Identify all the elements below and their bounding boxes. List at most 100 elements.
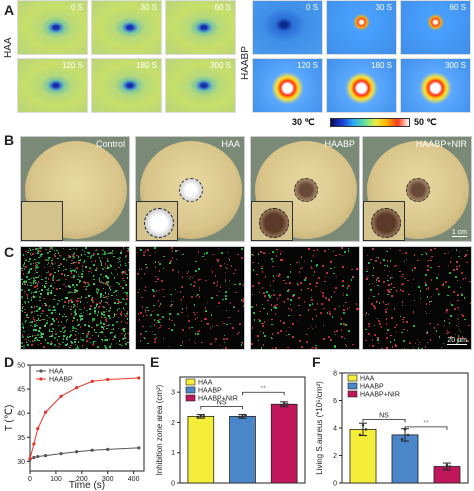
haabp-thermal-image: 60 S <box>400 0 471 55</box>
y-tick-label: 8 <box>333 371 337 378</box>
plate-title: HAA <box>221 139 240 149</box>
plate-title: Control <box>95 139 125 149</box>
series-line <box>29 377 139 459</box>
haabp-thermal-image: 180 S <box>326 58 397 113</box>
significance-bracket <box>242 391 285 396</box>
bar <box>229 415 256 484</box>
replicate-point <box>196 415 200 419</box>
y-tick-label: 0 <box>333 481 337 488</box>
haabp-thermal-image: 0 S <box>252 0 323 55</box>
replicate-point <box>406 433 410 437</box>
x-tick-label: 400 <box>128 476 140 483</box>
panel-label-c: C <box>4 244 15 260</box>
haa-thermal-image: 0 S <box>17 0 88 55</box>
data-point <box>43 453 48 458</box>
y-tick-label: 50 <box>17 363 25 370</box>
haa-time-label: 120 S <box>62 61 83 70</box>
panel-label-d: D <box>4 354 15 370</box>
legend-label: HAA <box>198 380 213 387</box>
fluorescence-image: 20 μm <box>362 246 472 350</box>
inhibition-zone <box>294 178 318 202</box>
haabp-time-label: 120 S <box>297 61 318 70</box>
panel-label-e: E <box>150 354 160 370</box>
replicate-point <box>364 428 368 431</box>
y-tick-label: 6 <box>333 398 337 405</box>
data-point <box>36 454 40 459</box>
legend-swatch <box>185 394 196 402</box>
haa-thermal-image: 300 S <box>165 58 236 113</box>
haa-time-label: 30 S <box>140 3 157 12</box>
data-point <box>137 446 141 450</box>
data-point <box>75 450 79 454</box>
haa-thermal-image: 180 S <box>91 58 162 113</box>
haa-time-label: 300 S <box>210 61 231 70</box>
bar <box>270 403 298 484</box>
legend-swatch <box>347 382 358 390</box>
y-axis-label: Inhibition zone area (cm²) <box>155 384 164 475</box>
replicate-point <box>400 437 404 441</box>
data-point <box>36 427 40 431</box>
y-tick-label: 3 <box>171 390 175 397</box>
replicate-point <box>202 415 206 418</box>
data-point <box>43 410 48 414</box>
replicate-point <box>448 465 452 468</box>
haabp-time-label: 30 S <box>375 3 392 12</box>
replicate-point <box>199 414 203 418</box>
haa-time-label: 60 S <box>214 3 231 12</box>
y-tick-label: 2 <box>333 453 337 460</box>
data-point <box>75 386 79 390</box>
agar-plate-image: HAA <box>135 136 245 242</box>
bar <box>187 415 215 484</box>
inhibition-bar-chart: 0 1 2 3 Inhibition zone area (cm²) HAAHAABPHA… <box>155 376 306 488</box>
legend-swatch <box>347 374 358 382</box>
significance-label: NS <box>379 412 389 419</box>
bar <box>391 434 419 484</box>
replicate-point <box>279 404 283 408</box>
inhibition-zone <box>179 178 203 202</box>
haabp-thermal-image: 30 S <box>326 0 397 55</box>
significance-label: ** <box>261 385 267 392</box>
x-axis-label: Time (s) <box>69 480 105 491</box>
colorbar-min-label: 30 ℃ <box>292 117 315 127</box>
haa-time-label: 0 S <box>70 3 83 12</box>
magnified-inset <box>21 201 63 241</box>
data-point <box>32 442 36 446</box>
magnified-inset <box>251 201 293 241</box>
data-point <box>106 377 110 382</box>
legend-marker <box>39 369 43 373</box>
data-point <box>90 448 94 452</box>
significance-bracket <box>200 405 243 410</box>
replicate-point <box>445 463 449 467</box>
legend-marker <box>39 377 43 381</box>
y-tick-label: 2 <box>171 420 175 427</box>
replicate-point <box>238 415 241 419</box>
temperature-line-chart: 0 100 200 300 400 30 35 40 45 50 Time (s) T (℃) HAAH… <box>4 363 145 491</box>
y-tick-label: 30 <box>17 459 25 466</box>
plate-title: HAABP <box>324 139 355 149</box>
haa-thermal-image: 120 S <box>17 58 88 113</box>
legend-swatch <box>185 378 196 386</box>
x-tick-label: 100 <box>50 476 62 483</box>
data-point <box>32 455 36 460</box>
haa-time-label: 180 S <box>136 61 157 70</box>
significance-bracket <box>404 426 448 430</box>
haa-thermal-image: 60 S <box>165 0 236 55</box>
y-tick-label: 1 <box>171 450 175 457</box>
inset-zone <box>144 208 174 238</box>
agar-plate-image: Control <box>20 136 130 242</box>
data-point <box>106 447 110 451</box>
living-bacteria-bar-chart: 0 2 4 6 8 Living S.aureus (*10⁵/cm²) HAAHAABPH… <box>315 371 469 488</box>
magnified-inset <box>136 201 178 241</box>
replicate-point <box>244 413 247 417</box>
inset-zone <box>259 208 289 238</box>
legend-swatch <box>347 390 358 398</box>
panel-label-b: B <box>4 132 15 148</box>
y-tick-label: 4 <box>333 426 337 433</box>
haabp-label: HAABP <box>240 46 251 80</box>
haabp-thermal-image: 120 S <box>252 58 323 113</box>
series-line <box>29 447 139 460</box>
replicate-point <box>241 415 244 418</box>
replicate-point <box>358 433 362 437</box>
haa-label: HAA <box>3 37 14 58</box>
replicate-point <box>282 402 286 405</box>
